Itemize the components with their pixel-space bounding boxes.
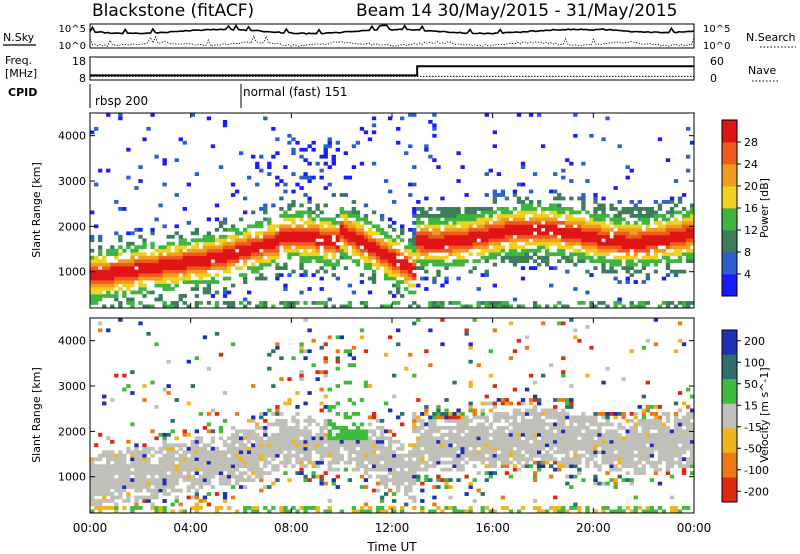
search-tick-top: 10^5 [703,24,730,35]
time-tick-2: 08:00 [274,521,309,535]
power-colorbar-tick-3: 16 [744,202,758,215]
velocity-colorbar-tick-6: -100 [744,464,769,477]
velocity-colorbar-tick-1: 100 [744,356,765,369]
range-tick-1000: 1000 [58,471,86,484]
frequency-panel: Freq. [MHz] 18 8 60 0 Nave [5,54,778,85]
power-colorbar-tick-5: 24 [744,158,758,171]
frequency-trace [90,65,694,77]
range-tick-2000: 2000 [58,220,86,233]
velocity-colorbar: 200 100 50 15 -15 -50 -100 -200 Velocity [m s^-… [721,329,771,503]
nave-label: Nave [748,64,776,77]
range-tick-4000: 4000 [58,335,86,348]
velocity-colorbar-tick-3: 15 [744,399,758,412]
power-colorbar-tick-2: 12 [744,224,758,237]
power-colorbar-tick-6: 28 [744,136,758,149]
velocity-colorbar-label: Velocity [m s^-1] [758,367,771,462]
velocity-colorbar-tick-7: -200 [744,485,769,498]
velocity-colorbar-tick-4: -15 [744,421,762,434]
velocity-colorbar-tick-2: 50 [744,378,758,391]
range-tick-2000: 2000 [58,425,86,438]
cpid-mode-1: rbsp 200 [95,94,148,108]
freq-label: Freq. [5,54,32,67]
time-tick-6: 00:00 [677,521,712,535]
power-colorbar-tick-1: 8 [744,246,751,259]
range-tick-3000: 3000 [58,380,86,393]
cpid-label: CPID [8,86,37,99]
range-tick-3000: 3000 [58,175,86,188]
time-tick-3: 12:00 [375,521,410,535]
cpid-panel: CPID rbsp 200 normal (fast) 151 [8,84,347,108]
velocity-colorbar-tick-0: 200 [744,335,765,348]
nsearch-trace [89,34,695,47]
velocity-heatmap-cells [90,318,695,514]
cpid-mode-2: normal (fast) 151 [243,85,347,99]
velocity-ylabel: Slant Range [km] [30,367,43,463]
beam-date-title: Beam 14 30/May/2015 - 31/May/2015 [356,1,677,21]
velocity-colorbar-tick-5: -50 [744,442,762,455]
sky-noise-panel: N.Sky 10^5 10^0 10^5 10^0 N.Search [3,23,796,52]
power-colorbar-tick-0: 4 [744,268,751,281]
freq-tick-top: 18 [72,55,86,68]
nave-tick-bottom: 0 [710,72,717,85]
nsky-label: N.Sky [3,31,35,44]
sky-tick-top: 10^5 [59,24,86,35]
time-tick-5: 20:00 [576,521,611,535]
station-title: Blackstone (fitACF) [92,1,254,21]
time-tick-1: 04:00 [173,521,208,535]
time-tick-4: 16:00 [475,521,510,535]
time-tick-0: 00:00 [73,521,108,535]
power-heatmap-panel: 1000 2000 3000 4000 Slant Range [km] [30,112,695,309]
power-ylabel: Slant Range [km] [30,162,43,258]
range-tick-1000: 1000 [58,266,86,279]
nave-tick-top: 60 [710,55,724,68]
power-colorbar-tick-4: 20 [744,180,758,193]
power-heatmap-cells [90,113,695,309]
range-tick-4000: 4000 [58,130,86,143]
nsearch-label: N.Search [746,31,796,44]
time-axis: 00:00 04:00 08:00 12:00 16:00 20:00 00:00 [73,113,712,535]
search-tick-bottom: 10^0 [703,41,730,52]
nsky-trace [89,24,695,35]
power-colorbar-label: Power [dB] [758,178,771,238]
mhz-label: [MHz] [5,67,37,80]
power-colorbar: 4 8 12 16 20 24 28 Power [dB] [721,119,771,297]
freq-tick-bottom: 8 [79,72,86,85]
sky-tick-bottom: 10^0 [59,41,86,52]
time-axis-label: Time UT [366,540,417,554]
velocity-heatmap-panel: 1000 2000 3000 4000 Slant Range [km] [30,317,695,514]
